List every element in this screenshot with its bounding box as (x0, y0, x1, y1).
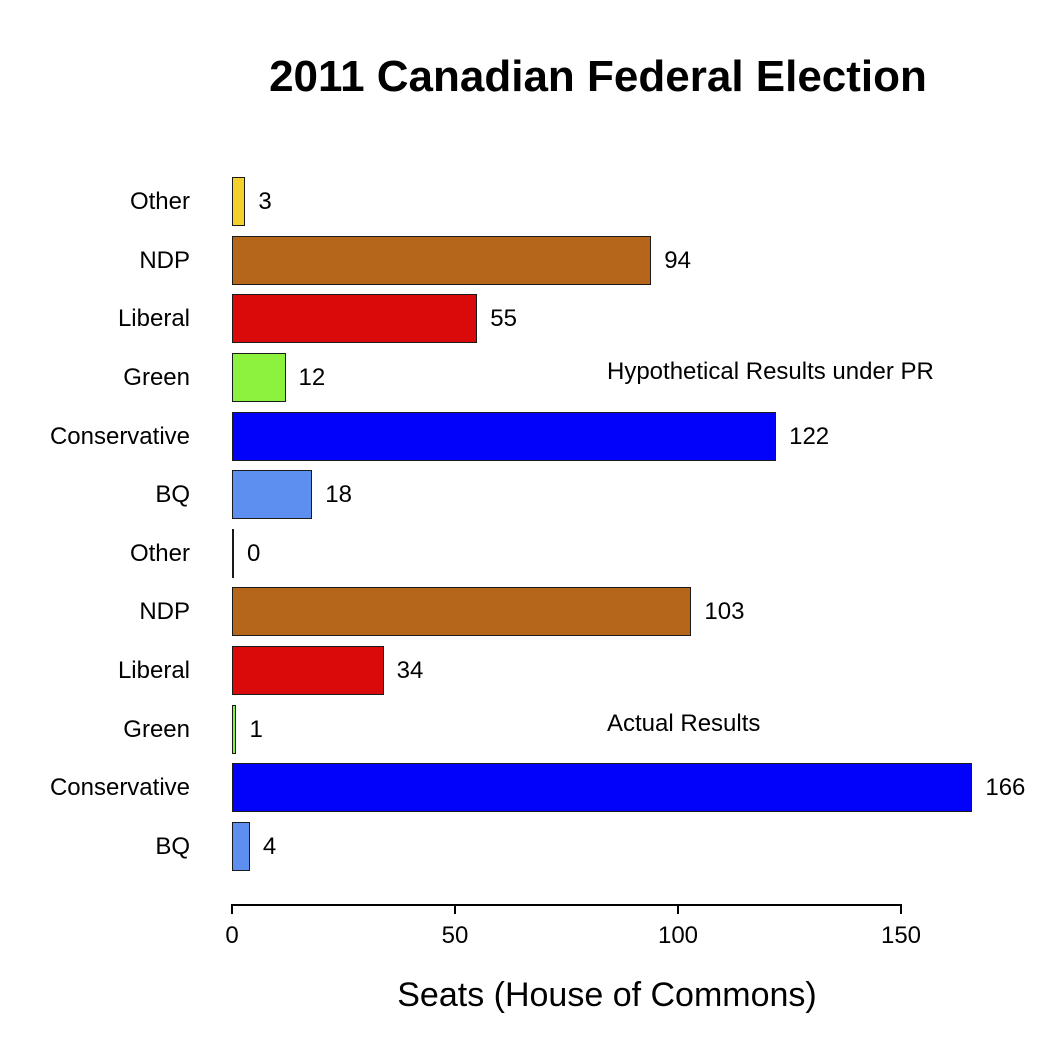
bar-conservative-0 (232, 411, 777, 461)
x-tick-50 (454, 906, 456, 914)
bar-liberal-1 (232, 646, 384, 696)
bar-conservative-1 (232, 763, 973, 813)
category-label-bq-0: BQ (155, 481, 190, 509)
value-label-bq-0: 18 (325, 481, 352, 509)
category-label-green-1: Green (123, 715, 190, 743)
value-label-green-1: 1 (249, 715, 263, 743)
x-tick-label-150: 150 (880, 922, 922, 949)
chart-title: 2011 Canadian Federal Election (269, 52, 927, 101)
value-label-bq-1: 4 (262, 833, 277, 861)
x-tick-0 (231, 906, 233, 914)
value-label-liberal-0: 55 (490, 305, 517, 333)
bar-other-0 (232, 177, 246, 226)
category-label-ndp-1: NDP (139, 598, 190, 626)
x-tick-100 (677, 906, 679, 914)
category-label-liberal-0: Liberal (117, 305, 190, 333)
value-label-ndp-0: 94 (664, 246, 691, 274)
bar-ndp-0 (232, 235, 652, 285)
bar-bq-0 (232, 470, 313, 520)
value-label-other-0: 3 (258, 188, 272, 215)
category-label-other-0: Other (129, 188, 190, 215)
value-label-green-0: 12 (298, 363, 326, 391)
value-label-ndp-1: 103 (704, 598, 745, 626)
category-label-conservative-1: Conservative (49, 774, 190, 802)
value-label-liberal-1: 34 (396, 657, 424, 685)
bar-ndp-1 (232, 587, 692, 637)
x-tick-label-0: 0 (225, 922, 239, 949)
value-label-other-1: 0 (247, 539, 261, 567)
bar-green-1 (232, 704, 237, 754)
x-axis-label: Seats (House of Commons) (397, 976, 817, 1014)
bar-liberal-0 (232, 294, 478, 344)
bar-bq-1 (232, 822, 250, 872)
bar-other-1 (232, 528, 234, 578)
value-label-conservative-1: 166 (985, 774, 1026, 802)
x-tick-label-100: 100 (657, 922, 699, 949)
category-label-other-1: Other (129, 539, 190, 567)
x-axis-line (231, 904, 902, 906)
value-label-conservative-0: 122 (789, 422, 830, 450)
category-label-liberal-1: Liberal (117, 657, 190, 685)
group-annotation-1: Actual Results (607, 709, 761, 737)
category-label-ndp-0: NDP (139, 246, 190, 274)
x-tick-150 (900, 906, 902, 914)
category-label-bq-1: BQ (155, 833, 190, 861)
bar-green-0 (232, 352, 286, 402)
category-label-green-0: Green (123, 363, 190, 391)
group-annotation-0: Hypothetical Results under PR (607, 357, 934, 385)
category-label-conservative-0: Conservative (49, 422, 190, 450)
x-tick-label-50: 50 (441, 922, 469, 949)
